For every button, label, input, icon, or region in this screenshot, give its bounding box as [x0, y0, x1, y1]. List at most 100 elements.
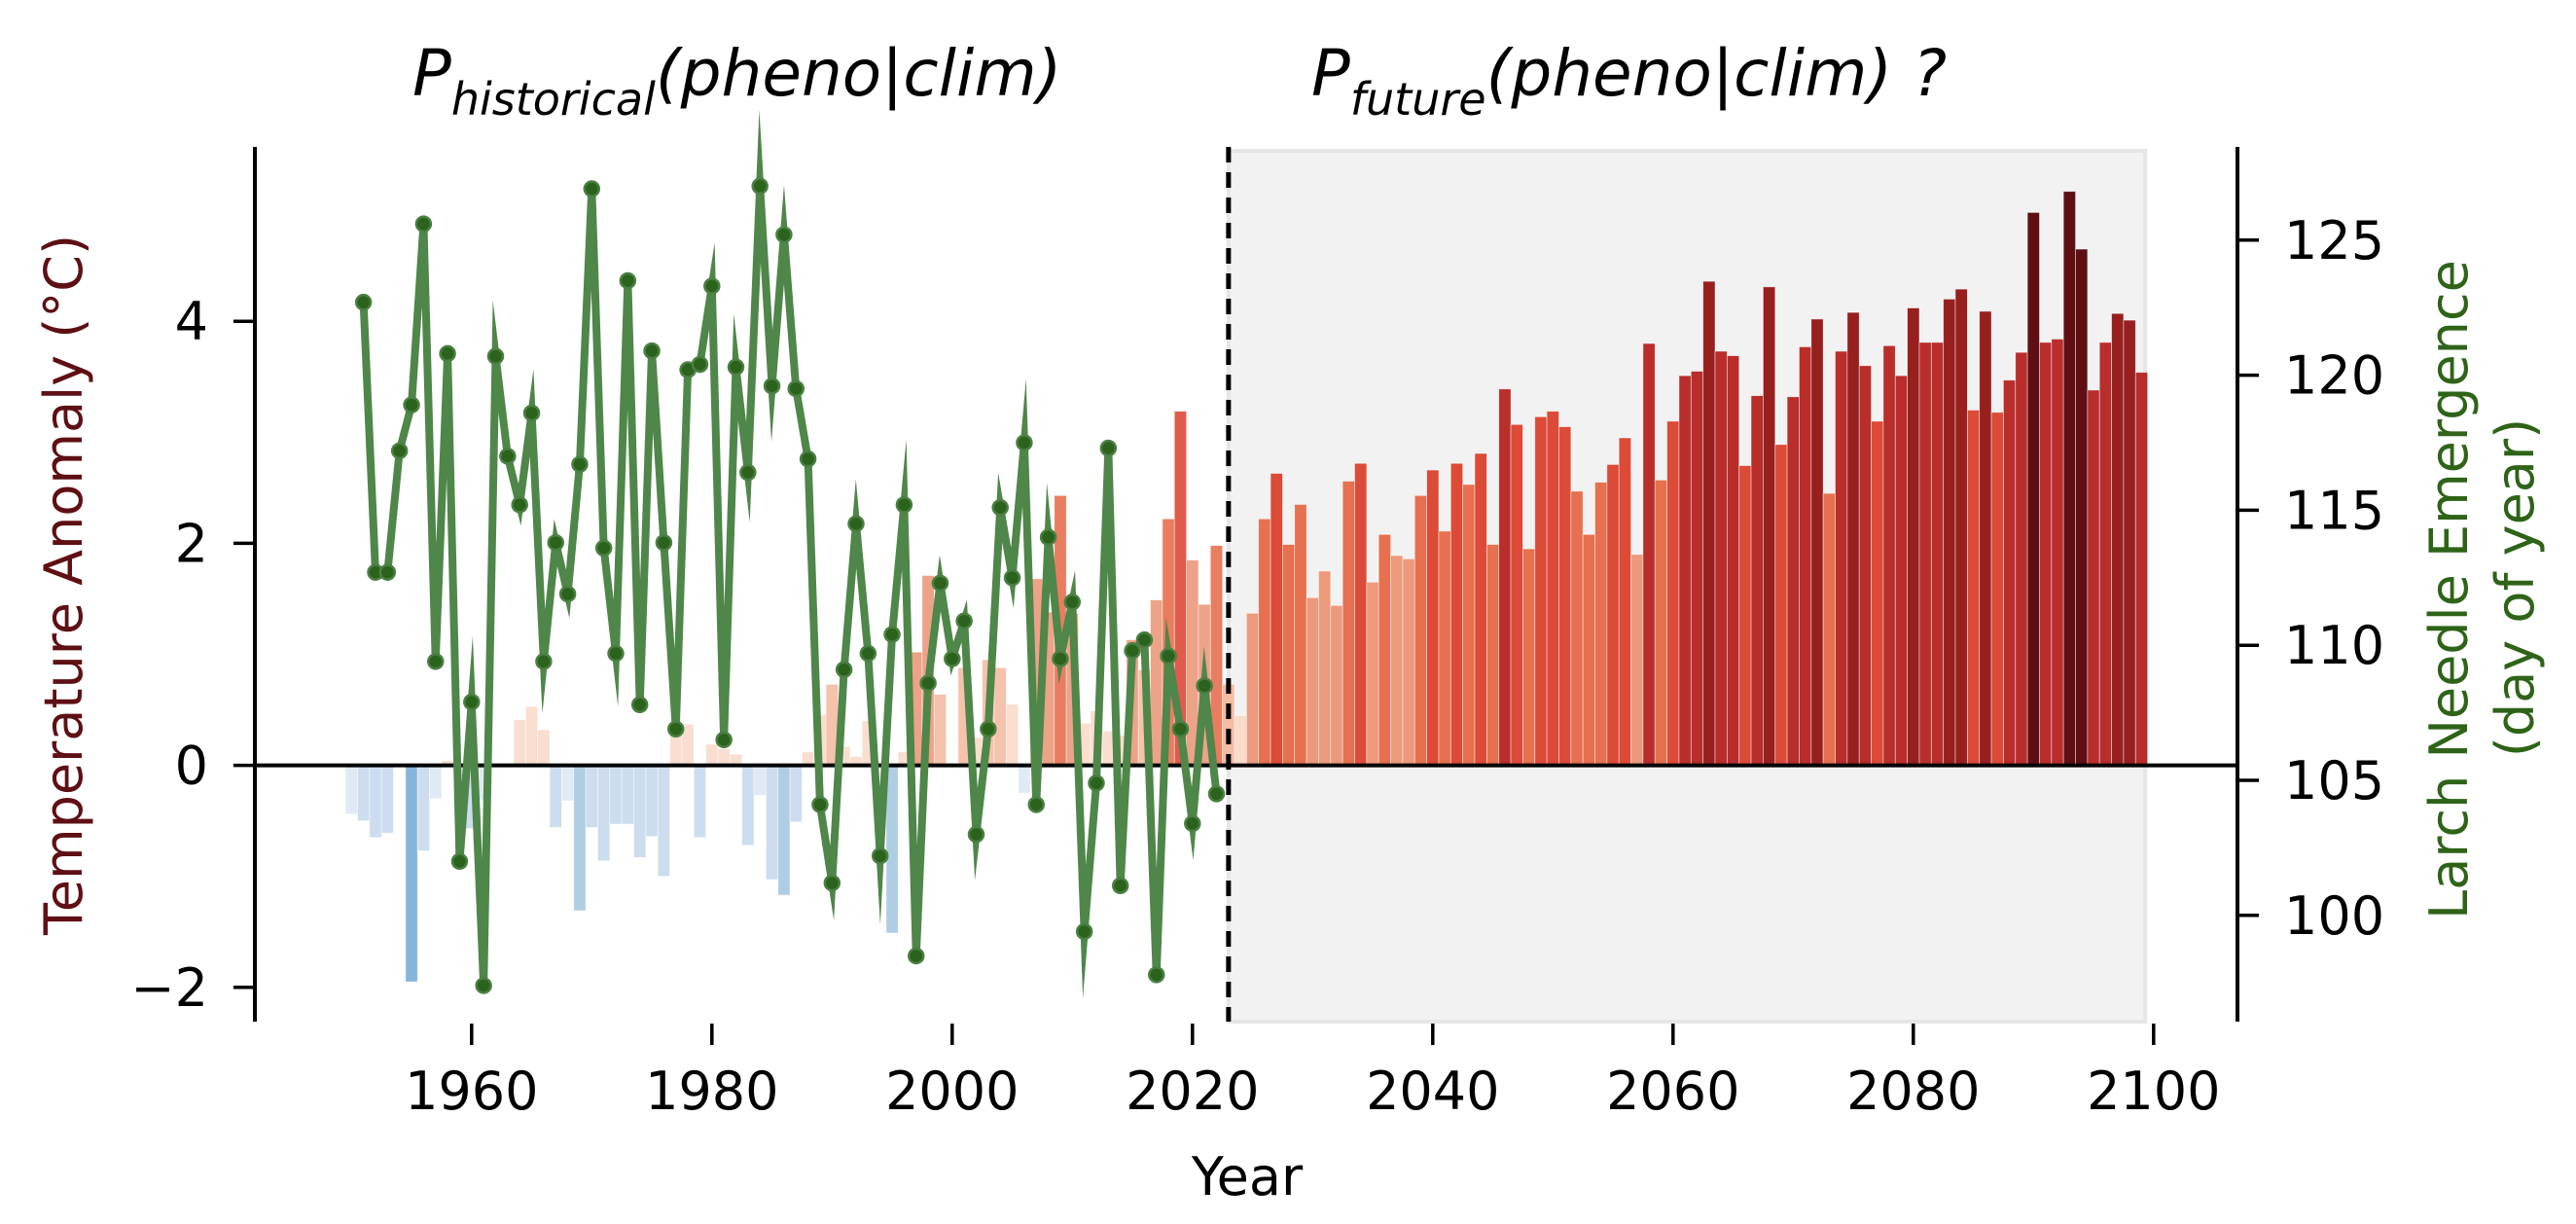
temperature-bar-1973: [621, 765, 634, 825]
title-historical-rest: (pheno|clim): [656, 36, 1062, 111]
title-future-rest: (pheno|clim) ?: [1486, 36, 1948, 111]
phenology-point-2015: [1124, 642, 1141, 660]
temperature-bar-2066: [1738, 465, 1752, 767]
temperature-bar-2059: [1654, 479, 1668, 767]
x-axis-ticks: 1960 1980 2000 2020 2040 2060 2080 2100: [405, 1024, 2221, 1122]
title-future-p: P: [1311, 36, 1350, 111]
temperature-bar-2079: [1894, 375, 1909, 767]
temperature-bar-2074: [1835, 350, 1848, 766]
temperature-bar-2058: [1642, 342, 1656, 766]
temperature-bar-2080: [1907, 307, 1920, 767]
phenology-point-1990: [823, 874, 841, 892]
phenology-point-2019: [1171, 720, 1190, 738]
phenology-point-1991: [835, 661, 853, 678]
temperature-bar-1987: [789, 765, 803, 823]
temperature-bar-2042: [1449, 462, 1464, 766]
phenology-point-1959: [450, 852, 469, 871]
left-tick-label: 2: [175, 513, 208, 574]
x-tick-label: 2060: [1606, 1061, 1739, 1122]
phenology-point-1968: [558, 585, 577, 603]
temperature-bar-1957: [429, 765, 443, 800]
temperature-bar-2088: [2002, 379, 2017, 767]
phenology-point-2008: [1039, 528, 1057, 546]
title-historical-p: P: [412, 36, 451, 111]
temperature-bar-2090: [2026, 211, 2040, 767]
phenology-point-2012: [1088, 774, 1105, 792]
right-axis-ticks: 100 105 110 115 120 125: [2237, 210, 2384, 947]
right-tick-label: 110: [2284, 615, 2384, 676]
phenology-point-1951: [354, 293, 373, 311]
phenology-line: [359, 109, 1221, 998]
phenology-point-2022: [1207, 785, 1226, 803]
phenology-point-1983: [739, 463, 757, 482]
right-tick-label: 125: [2284, 210, 2384, 271]
phenology-point-1973: [619, 271, 637, 290]
temperature-bar-2046: [1498, 388, 1512, 767]
phenology-point-1958: [439, 344, 456, 363]
temperature-bar-2097: [2111, 312, 2125, 767]
temperature-bar-2041: [1438, 530, 1451, 767]
temperature-bar-2023: [1222, 683, 1235, 767]
title-future: Pfuture(pheno|clim) ?: [1311, 36, 1947, 126]
phenology-point-1970: [583, 180, 601, 198]
phenology-point-2020: [1184, 814, 1201, 833]
temperature-bar-2035: [1366, 581, 1379, 767]
temperature-bar-2033: [1342, 481, 1355, 767]
temperature-bar-2024: [1234, 714, 1247, 767]
temperature-bar-2029: [1294, 504, 1307, 767]
temperature-bar-2045: [1485, 544, 1500, 767]
temperature-bar-1966: [537, 729, 551, 767]
phenology-point-1964: [511, 496, 528, 514]
temperature-bar-2006: [1018, 765, 1031, 794]
phenology-point-1962: [486, 347, 505, 365]
temperature-bar-2099: [2134, 372, 2149, 767]
x-axis-label: Year: [1191, 1146, 1304, 1207]
phenology-point-1986: [775, 226, 793, 243]
phenology-point-2004: [991, 498, 1009, 517]
temperature-bar-2057: [1630, 554, 1644, 766]
phenology-point-1954: [390, 442, 409, 460]
temperature-bar-1980: [705, 743, 719, 767]
phenology-point-2018: [1160, 647, 1177, 666]
temperature-bar-2076: [1858, 365, 1872, 767]
temperature-bar-2048: [1522, 548, 1536, 766]
phenology-point-1953: [378, 563, 397, 581]
phenology-point-1980: [703, 277, 721, 295]
right-axis-label-line1: Larch Needle Emergence: [2418, 260, 2480, 919]
phenology-point-1976: [655, 533, 673, 552]
temperature-bar-2038: [1402, 558, 1415, 767]
temperature-bar-2037: [1390, 555, 1404, 766]
temperature-bar-2055: [1606, 463, 1620, 767]
phenology-point-1985: [763, 377, 781, 395]
title-historical-subscript: historical: [451, 73, 656, 126]
temperature-bar-2096: [2098, 342, 2112, 767]
temperature-bar-1952: [369, 765, 382, 839]
phenology-point-1984: [751, 177, 769, 196]
temperature-bar-1986: [777, 765, 791, 896]
phenology-point-1997: [908, 947, 925, 965]
phenology-point-1992: [847, 515, 865, 533]
temperature-bar-1999: [933, 694, 948, 766]
phenology-point-1965: [522, 404, 541, 422]
temperature-bar-2075: [1846, 311, 1860, 767]
temperature-bar-2039: [1413, 494, 1428, 767]
temperature-bar-2060: [1666, 420, 1680, 767]
temperature-bar-1981: [717, 748, 731, 766]
temperature-bar-2028: [1282, 544, 1296, 767]
temperature-bar-1971: [597, 765, 611, 862]
temperature-bar-2089: [2015, 351, 2028, 767]
temperature-bar-1967: [549, 765, 562, 828]
temperature-bar-2061: [1678, 375, 1692, 767]
left-axis-label: Temperature Anomaly (°C): [33, 234, 94, 936]
temperature-bar-2071: [1799, 346, 1812, 767]
phenology-point-1979: [691, 355, 709, 374]
temperature-bar-2050: [1546, 411, 1559, 767]
temperature-bar-2092: [2051, 339, 2064, 767]
left-tick-label: 4: [175, 291, 208, 352]
temperature-bar-2069: [1774, 444, 1788, 767]
temperature-bar-2040: [1426, 469, 1440, 767]
phenology-point-1960: [463, 693, 481, 711]
phenology-point-1994: [871, 846, 889, 865]
temperature-bar-1955: [405, 765, 418, 983]
left-tick-label: 0: [175, 736, 208, 797]
